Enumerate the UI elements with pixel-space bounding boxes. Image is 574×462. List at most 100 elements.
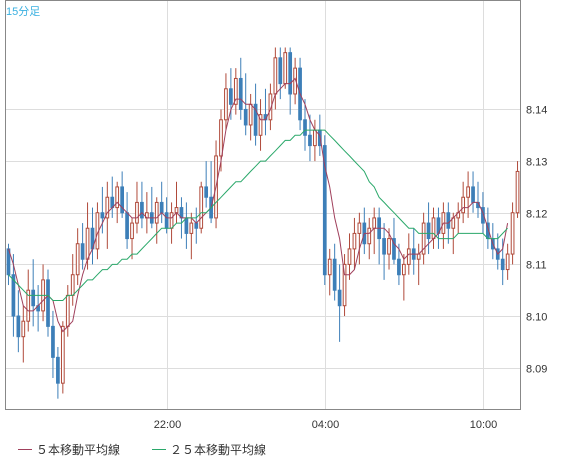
- candle-body: [85, 227, 90, 260]
- candle-down: [332, 243, 337, 301]
- candle-body: [352, 232, 357, 250]
- candle-body: [392, 238, 396, 260]
- candle-up: [421, 212, 426, 265]
- candle-body: [115, 186, 120, 209]
- candle-down: [100, 186, 105, 234]
- candle-down: [337, 264, 342, 342]
- candle-body: [347, 248, 352, 265]
- candle-body: [273, 57, 278, 95]
- candle-up: [461, 181, 466, 224]
- candle-down: [140, 181, 144, 229]
- moving-averages: [8, 77, 509, 333]
- candle-body: [135, 201, 139, 224]
- ma25-line: [8, 129, 508, 301]
- candle-up: [130, 217, 134, 260]
- candle-up: [466, 171, 470, 218]
- legend-swatch-ma5: [18, 449, 32, 450]
- candle-body: [224, 88, 228, 121]
- candle-body: [229, 88, 233, 105]
- candle-body: [233, 77, 238, 105]
- candle-up: [327, 248, 332, 296]
- candle-body: [293, 67, 297, 95]
- candle-body: [406, 248, 411, 265]
- candle-up: [342, 254, 347, 317]
- candle-up: [352, 217, 357, 270]
- candle-body: [313, 129, 317, 147]
- candle-down: [56, 347, 60, 399]
- candle-body: [337, 289, 342, 307]
- x-tick-label: 10:00: [470, 419, 498, 431]
- candle-body: [278, 57, 283, 85]
- candle-down: [204, 161, 209, 208]
- candle-down: [392, 217, 396, 265]
- candle-body: [510, 212, 515, 255]
- candle-down: [238, 57, 243, 120]
- candle-up: [401, 254, 406, 301]
- candle-up: [505, 243, 510, 280]
- candle-body: [431, 217, 436, 240]
- candle-down: [382, 223, 386, 280]
- grid: [6, 1, 520, 409]
- candle-body: [322, 145, 327, 276]
- candle-up: [258, 99, 263, 151]
- candle-body: [466, 186, 470, 198]
- candle-body: [283, 52, 288, 85]
- candle-up: [224, 73, 228, 131]
- candle-down: [11, 254, 16, 337]
- candle-body: [219, 119, 223, 157]
- plot-frame: [5, 0, 521, 410]
- candle-body: [401, 263, 406, 276]
- legend-item-ma25: ２５本移動平均線: [152, 441, 266, 458]
- candle-body: [189, 222, 194, 234]
- candle-body: [46, 279, 50, 327]
- candle-body: [159, 201, 164, 214]
- candle-body: [169, 212, 174, 229]
- candle-up: [26, 269, 31, 332]
- candle-up: [75, 228, 80, 286]
- candle-body: [154, 201, 159, 224]
- candle-body: [243, 108, 248, 126]
- candle-body: [105, 196, 110, 219]
- legend-item-ma5: ５本移動平均線: [18, 441, 120, 458]
- candle-body: [471, 186, 475, 203]
- axes: 8.14 8.13 8.12 8.11 8.10 8.09 22:00 04:00 10:00: [154, 105, 548, 432]
- candle-body: [372, 217, 377, 229]
- candle-down: [120, 171, 125, 218]
- y-tick-label: 8.14: [526, 105, 547, 117]
- candle-body: [70, 274, 75, 296]
- candle-body: [164, 212, 169, 229]
- candle-body: [248, 103, 253, 126]
- candle-body: [238, 77, 243, 110]
- candle-up: [357, 212, 362, 265]
- candle-body: [199, 186, 204, 229]
- candle-down: [46, 269, 50, 337]
- candle-body: [416, 253, 421, 260]
- candle-down: [322, 135, 327, 286]
- candle-up: [510, 202, 515, 265]
- candle-down: [288, 47, 293, 115]
- candle-body: [194, 222, 199, 229]
- timeframe-label: 15分足: [6, 6, 41, 18]
- candle-body: [65, 294, 70, 327]
- candle-down: [253, 83, 258, 146]
- candle-body: [367, 227, 372, 245]
- candle-up: [387, 228, 391, 270]
- candle-body: [253, 103, 258, 136]
- candle-body: [421, 222, 426, 255]
- candle-body: [31, 289, 36, 307]
- candle-up: [154, 197, 159, 244]
- y-tick-label: 8.13: [526, 157, 547, 169]
- candle-body: [387, 238, 391, 255]
- candle-body: [397, 258, 401, 276]
- candle-up: [515, 161, 520, 218]
- candle-up: [105, 181, 110, 249]
- candle-body: [308, 134, 312, 147]
- candle-body: [500, 258, 505, 271]
- legend: ５本移動平均線 ２５本移動平均線: [0, 436, 574, 462]
- candle-up: [135, 181, 139, 234]
- candle-up: [347, 233, 352, 280]
- candle-body: [120, 186, 125, 214]
- candle-up: [199, 181, 204, 234]
- candle-down: [6, 243, 11, 286]
- candles: [6, 47, 520, 399]
